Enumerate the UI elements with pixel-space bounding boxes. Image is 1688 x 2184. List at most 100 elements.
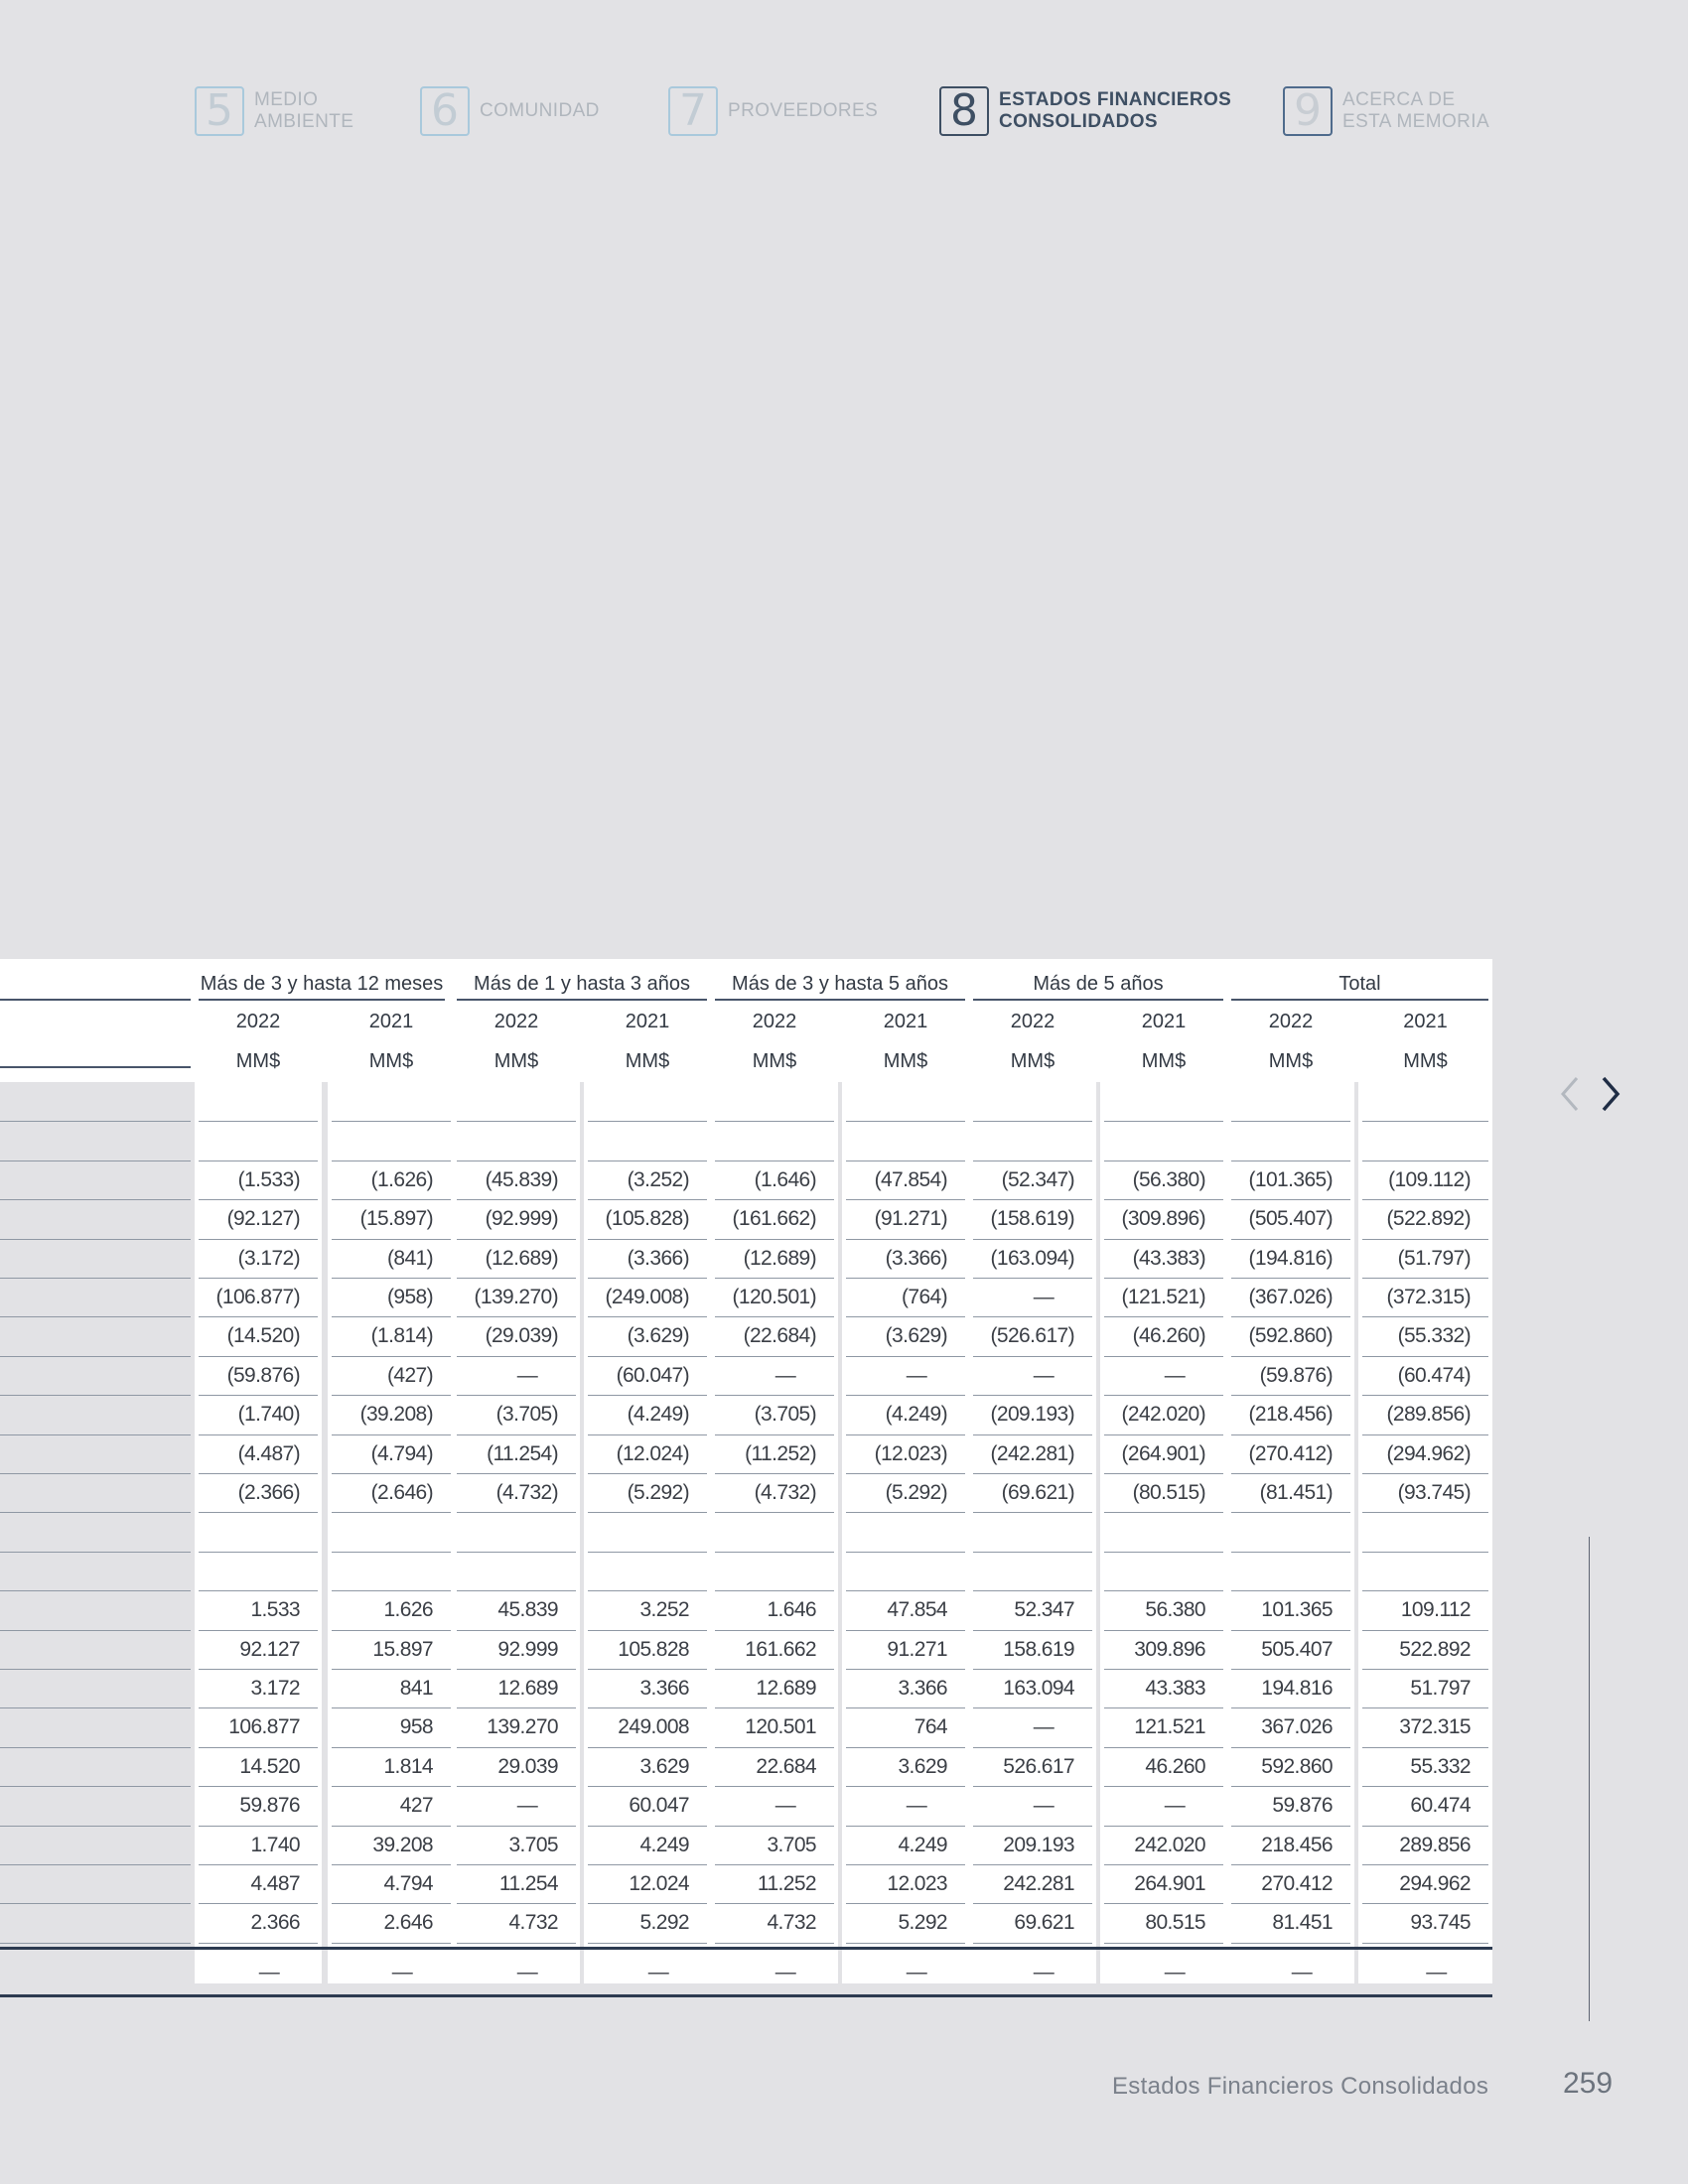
table-cell: 93.745 [1410, 1911, 1471, 1935]
table-cell: 218.456 [1261, 1833, 1333, 1856]
table-cell: (242.281) [990, 1441, 1075, 1465]
row-divider [332, 1864, 451, 1865]
row-divider [846, 1669, 965, 1670]
total-cell: — [258, 1960, 280, 1983]
table-cell: 4.732 [508, 1911, 558, 1935]
table-cell: 12.689 [497, 1677, 558, 1700]
row-divider [199, 1590, 318, 1592]
row-divider [457, 1199, 576, 1201]
row-divider [332, 1355, 451, 1357]
row-divider [457, 1160, 576, 1161]
table-header-background [0, 959, 1492, 1082]
nav-number: 6 [420, 86, 470, 136]
table-cell: (121.521) [1121, 1286, 1206, 1308]
table-cell: (46.260) [1132, 1324, 1206, 1348]
row-divider [1362, 1825, 1488, 1827]
table-cell: 59.876 [239, 1794, 300, 1818]
row-divider [1104, 1825, 1223, 1827]
row-divider [332, 1746, 451, 1748]
column-group-header: Más de 5 años [1033, 973, 1164, 995]
row-divider [457, 1355, 576, 1357]
row-divider [1231, 1316, 1350, 1318]
column-group-header: Más de 3 y hasta 12 meses [200, 973, 444, 995]
table-cell: 4.732 [767, 1911, 816, 1935]
table-cell: 3.172 [250, 1677, 300, 1700]
row-divider [588, 1590, 707, 1592]
year-header: 2022 [493, 1011, 539, 1032]
table-cell: (4.732) [495, 1481, 559, 1504]
row-divider [0, 1786, 191, 1788]
table-cell: 55.332 [1410, 1754, 1471, 1778]
row-divider [457, 1746, 576, 1748]
row-divider [973, 1746, 1092, 1748]
table-cell: 5.292 [898, 1911, 947, 1935]
row-divider [332, 1707, 451, 1709]
table-cell: 194.816 [1261, 1677, 1333, 1700]
row-divider [846, 1825, 965, 1827]
table-cell: 81.451 [1272, 1911, 1333, 1935]
table-cell: 289.856 [1399, 1833, 1471, 1856]
table-cell: (4.249) [885, 1403, 948, 1427]
row-divider [332, 1590, 451, 1592]
row-divider [1104, 1551, 1223, 1553]
row-divider [715, 1707, 834, 1709]
nav-item-medio-ambiente[interactable]: 5 MEDIO AMBIENTE [195, 83, 353, 139]
prev-page-button[interactable] [1555, 1074, 1585, 1114]
table-cell [711, 1552, 816, 1590]
row-divider [1362, 1551, 1488, 1553]
next-page-button[interactable] [1596, 1074, 1625, 1114]
row-divider [1104, 1746, 1223, 1748]
row-divider [1362, 1278, 1488, 1279]
nav-item-acerca-memoria[interactable]: 9 ACERCA DE ESTA MEMORIA [1283, 83, 1489, 139]
table-cell: (1.814) [370, 1324, 434, 1348]
table-cell: (12.023) [874, 1441, 948, 1465]
row-divider [199, 1786, 318, 1788]
row-divider [973, 1903, 1092, 1905]
row-divider [1231, 1903, 1350, 1905]
row-divider [715, 1551, 834, 1553]
table-cell: 309.896 [1134, 1637, 1205, 1661]
row-divider [715, 1669, 834, 1670]
table-cell [453, 1512, 558, 1551]
row-divider [1104, 1864, 1223, 1865]
nav-item-estados-financieros[interactable]: 8 ESTADOS FINANCIEROS CONSOLIDADOS [939, 83, 1231, 139]
table-cell: 51.797 [1410, 1677, 1471, 1700]
row-divider [1362, 1473, 1488, 1474]
unit-header: MM$ [1268, 1050, 1314, 1072]
table-cell: (289.856) [1386, 1403, 1472, 1427]
total-cell: — [647, 1960, 669, 1983]
table-cell: (522.892) [1386, 1207, 1472, 1231]
table-cell: 11.254 [498, 1872, 559, 1895]
table-cell [328, 1121, 433, 1160]
table-cell: 139.270 [487, 1715, 558, 1739]
row-divider [588, 1395, 707, 1397]
table-cell: 14.520 [239, 1754, 300, 1778]
row-divider [1362, 1942, 1488, 1944]
table-cell: (101.365) [1248, 1167, 1334, 1191]
row-divider [1362, 1238, 1488, 1240]
table-cell: (4.732) [754, 1481, 817, 1504]
row-divider [973, 1942, 1092, 1944]
table-cell: 1.646 [767, 1598, 816, 1622]
table-cell [969, 1121, 1074, 1160]
table-cell: (218.456) [1248, 1403, 1334, 1427]
table-cell [328, 1552, 433, 1590]
nav-item-comunidad[interactable]: 6 COMUNIDAD [420, 83, 600, 139]
row-divider [846, 1629, 965, 1631]
table-cell: (12.689) [485, 1246, 559, 1270]
table-cell: (958) [386, 1286, 434, 1308]
row-divider [1362, 1746, 1488, 1748]
row-divider [715, 1238, 834, 1240]
row-divider [973, 1864, 1092, 1865]
nav-item-proveedores[interactable]: 7 PROVEEDORES [668, 83, 878, 139]
row-divider [715, 1942, 834, 1944]
row-divider [588, 1903, 707, 1905]
row-divider [846, 1512, 965, 1514]
total-cell: — [391, 1960, 413, 1983]
row-divider [199, 1278, 318, 1279]
table-cell: (91.271) [874, 1207, 948, 1231]
row-divider [1104, 1121, 1223, 1123]
row-divider [199, 1121, 318, 1123]
row-divider [0, 1316, 191, 1318]
table-cell: (505.407) [1248, 1207, 1334, 1231]
